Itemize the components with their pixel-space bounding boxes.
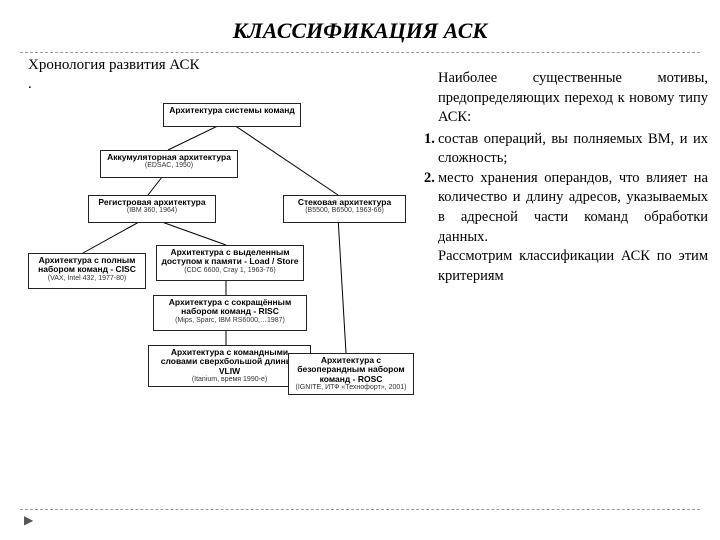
outro-text: Рассмотрим классификации АСК по этим кри… xyxy=(438,247,708,286)
node-root: Архитектура системы команд xyxy=(163,103,301,127)
node-ls: Архитектура с выделенным доступом к памя… xyxy=(156,245,304,281)
list-num-1: 1. xyxy=(424,130,438,169)
intro-text: Наиболее существенные мотивы, предопреде… xyxy=(438,69,708,128)
chronology-dot: . xyxy=(28,76,428,93)
node-acc: Аккумуляторная архитектура(EDSAC, 1950) xyxy=(100,150,238,178)
page-title: КЛАССИФИКАЦИЯ АСК xyxy=(0,0,720,44)
divider-bottom xyxy=(20,509,700,510)
divider-top xyxy=(20,52,700,53)
list-item-2: 2. место хранения операндов, что влияет … xyxy=(438,169,708,247)
list-body-2: место хранения операндов, что влияет на … xyxy=(438,169,708,247)
list-body-1: состав операций, вы полняемых ВМ, и их с… xyxy=(438,130,708,169)
node-rosc: Архитектура с безоперандным набором кома… xyxy=(288,353,414,395)
node-stack: Стековая архитектура(B5500, B6500, 1963-… xyxy=(283,195,406,223)
right-column: Наиболее существенные мотивы, предопреде… xyxy=(428,57,708,425)
list-num-2: 2. xyxy=(424,169,438,247)
chronology-label: Хронология развития АСК xyxy=(28,57,428,74)
node-reg: Регистровая архитектура(IBM 360, 1964) xyxy=(88,195,216,223)
node-cisc: Архитектура с полным набором команд - CI… xyxy=(28,253,146,289)
ask-tree-diagram: Архитектура системы команд Аккумуляторная… xyxy=(28,95,408,425)
node-risc: Архитектура с сокращённым набором команд… xyxy=(153,295,307,331)
left-column: Хронология развития АСК . Архитектура си… xyxy=(28,57,428,425)
list-item-1: 1. состав операций, вы полняемых ВМ, и и… xyxy=(438,130,708,169)
slide-arrow-icon: ▶ xyxy=(24,513,33,528)
node-vliw: Архитектура с командными словами сверхбо… xyxy=(148,345,311,387)
content-row: Хронология развития АСК . Архитектура си… xyxy=(0,57,720,425)
